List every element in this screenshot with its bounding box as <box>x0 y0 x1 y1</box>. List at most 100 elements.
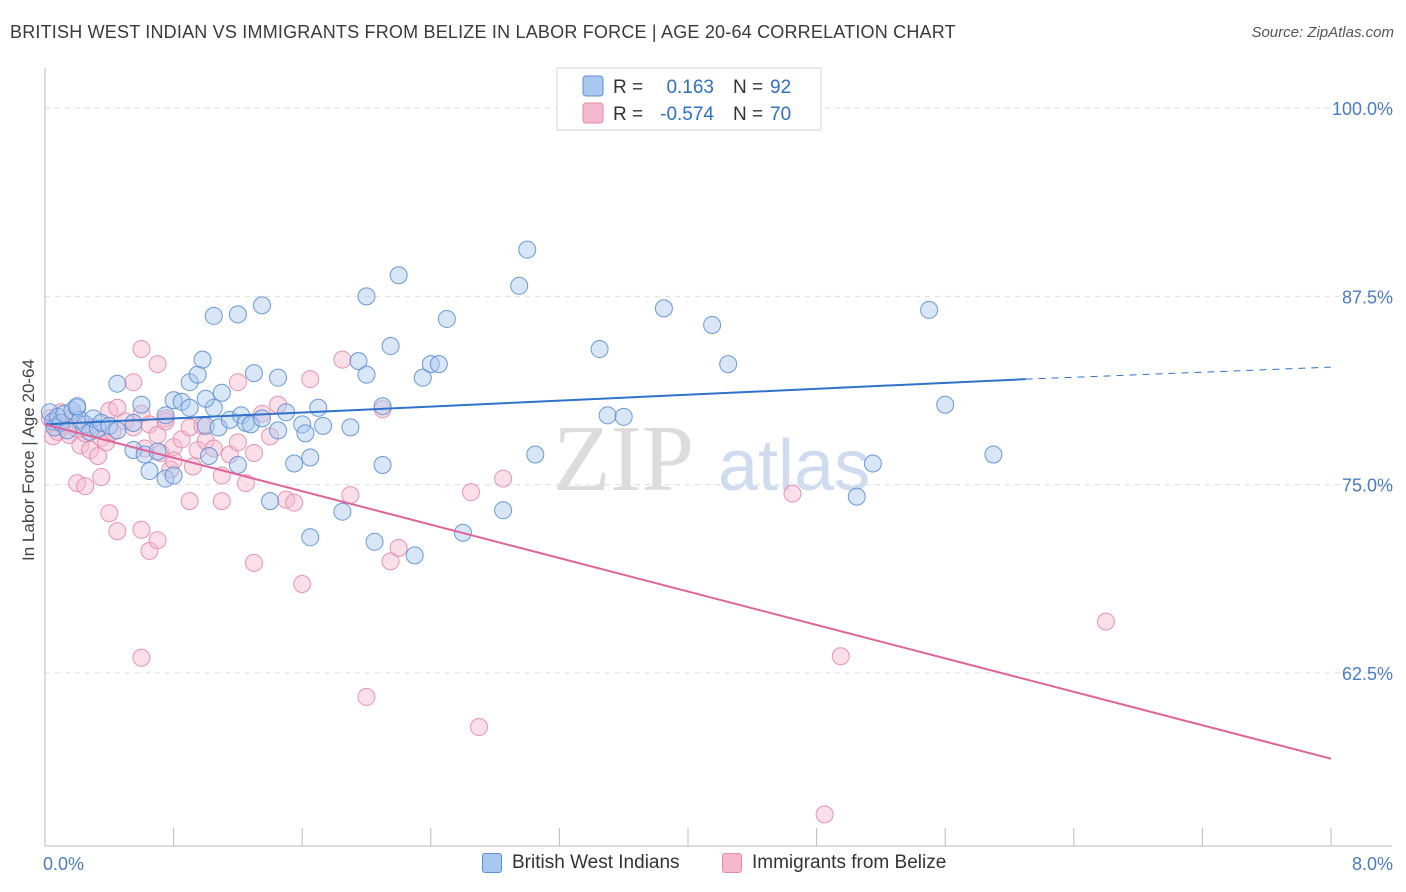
point-british-west-indians <box>108 374 127 393</box>
point-british-west-indians <box>253 409 272 428</box>
point-british-west-indians <box>936 395 955 414</box>
point-british-west-indians <box>108 421 127 440</box>
point-immigrants-from-belize <box>228 433 247 452</box>
point-immigrants-from-belize <box>180 418 199 437</box>
point-british-west-indians <box>212 383 231 402</box>
legend-item-british-west-indians: British West Indians <box>482 852 680 874</box>
point-immigrants-from-belize <box>108 398 127 417</box>
point-immigrants-from-belize <box>180 492 199 511</box>
chart-title: BRITISH WEST INDIAN VS IMMIGRANTS FROM B… <box>10 22 956 42</box>
legend-swatch-pink <box>582 102 604 124</box>
point-british-west-indians <box>984 445 1003 464</box>
trend-line-blue <box>44 378 1026 426</box>
point-british-west-indians <box>269 421 288 440</box>
point-immigrants-from-belize <box>1096 612 1115 631</box>
x-tick-labels: 0.0% 8.0% <box>43 854 1393 874</box>
legend-r-value: 0.163 <box>666 77 714 98</box>
legend-n-label: N = <box>733 77 763 98</box>
legend-r-value: -0.574 <box>660 104 714 125</box>
axes <box>44 68 1392 847</box>
point-british-west-indians <box>847 487 866 506</box>
point-immigrants-from-belize <box>236 474 255 493</box>
point-british-west-indians <box>301 448 320 467</box>
source-label: Source: ZipAtlas.com <box>1251 24 1394 41</box>
point-british-west-indians <box>654 299 673 318</box>
point-british-west-indians <box>140 462 159 481</box>
legend-swatch-pink <box>722 853 742 873</box>
trend-lines <box>44 366 1332 760</box>
point-british-west-indians <box>373 456 392 475</box>
point-immigrants-from-belize <box>124 373 143 392</box>
point-immigrants-from-belize <box>381 552 400 571</box>
point-immigrants-from-belize <box>89 446 108 465</box>
point-british-west-indians <box>614 407 633 426</box>
point-immigrants-from-belize <box>76 477 95 496</box>
point-british-west-indians <box>180 398 199 417</box>
point-immigrants-from-belize <box>470 718 489 737</box>
legend-swatch-blue <box>582 75 604 97</box>
point-immigrants-from-belize <box>132 340 151 359</box>
point-immigrants-from-belize <box>100 504 119 523</box>
point-british-west-indians <box>863 454 882 473</box>
legend-r-label: R = <box>613 104 643 125</box>
x-tick-label: 8.0% <box>1352 854 1393 874</box>
point-immigrants-from-belize <box>341 486 360 505</box>
point-immigrants-from-belize <box>148 355 167 374</box>
point-british-west-indians <box>349 352 368 371</box>
point-british-west-indians <box>301 528 320 547</box>
legend-n-label: N = <box>733 104 763 125</box>
point-british-west-indians <box>494 501 513 520</box>
point-immigrants-from-belize <box>132 648 151 667</box>
point-british-west-indians <box>314 416 333 435</box>
point-british-west-indians <box>719 355 738 374</box>
y-tick-label: 100.0% <box>1332 99 1393 119</box>
point-british-west-indians <box>920 300 939 319</box>
point-british-west-indians <box>437 309 456 328</box>
y-tick-label: 87.5% <box>1342 287 1393 307</box>
point-british-west-indians <box>204 306 223 325</box>
y-axis-label: In Labor Force | Age 20-64 <box>19 359 38 561</box>
point-british-west-indians <box>365 532 384 551</box>
point-british-west-indians <box>285 454 304 473</box>
point-immigrants-from-belize <box>333 350 352 369</box>
point-british-west-indians <box>389 266 408 285</box>
point-immigrants-from-belize <box>815 805 834 824</box>
point-british-west-indians <box>413 368 432 387</box>
point-immigrants-from-belize <box>212 492 231 511</box>
point-british-west-indians <box>124 413 143 432</box>
legend-r-label: R = <box>613 77 643 98</box>
grid-lines <box>45 107 1392 674</box>
point-immigrants-from-belize <box>132 520 151 539</box>
point-immigrants-from-belize <box>301 370 320 389</box>
point-immigrants-from-belize <box>71 436 90 455</box>
watermark-atlas: atlas <box>718 426 870 506</box>
y-tick-label: 62.5% <box>1342 664 1393 684</box>
point-immigrants-from-belize <box>244 443 263 462</box>
legend-swatch-blue <box>482 853 502 873</box>
legend-n-value: 92 <box>770 77 791 98</box>
point-british-west-indians <box>188 365 207 384</box>
point-british-west-indians <box>132 395 151 414</box>
point-british-west-indians <box>518 240 537 259</box>
point-immigrants-from-belize <box>461 483 480 502</box>
point-immigrants-from-belize <box>108 522 127 541</box>
point-british-west-indians <box>357 287 376 306</box>
point-immigrants-from-belize <box>156 412 175 431</box>
point-immigrants-from-belize <box>148 531 167 550</box>
point-immigrants-from-belize <box>228 373 247 392</box>
point-immigrants-from-belize <box>494 469 513 488</box>
point-immigrants-from-belize <box>92 468 111 487</box>
legend-label: British West Indians <box>512 852 680 873</box>
point-british-west-indians <box>341 418 360 437</box>
point-british-west-indians <box>164 466 183 485</box>
point-immigrants-from-belize <box>357 687 376 706</box>
point-immigrants-from-belize <box>293 574 312 593</box>
y-tick-labels: 100.0% 87.5% 75.0% 62.5% <box>1332 99 1393 684</box>
point-british-west-indians <box>526 445 545 464</box>
point-immigrants-from-belize <box>244 553 263 572</box>
point-british-west-indians <box>357 365 376 384</box>
legend-item-immigrants-from-belize: Immigrants from Belize <box>722 852 946 874</box>
point-british-west-indians <box>598 406 617 425</box>
x-tick-label: 0.0% <box>43 854 84 874</box>
